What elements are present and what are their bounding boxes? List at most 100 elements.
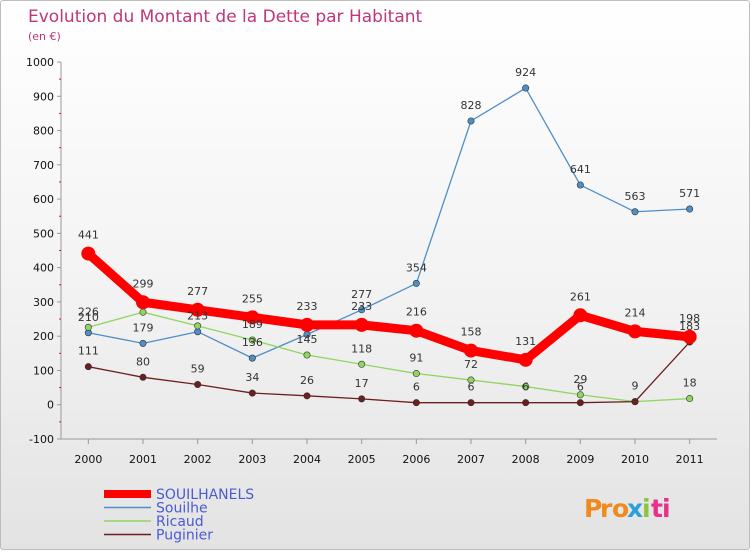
y-tick-label: 900 xyxy=(33,90,54,103)
data-label-ricaud: 226 xyxy=(78,305,99,318)
series-souilhe xyxy=(84,84,694,362)
x-tick-label: 2007 xyxy=(457,453,485,466)
series-line-souilhe xyxy=(87,87,691,359)
y-tick-label: 100 xyxy=(33,364,54,377)
data-label-ricaud: 72 xyxy=(464,358,478,371)
logo-letter: o xyxy=(612,494,629,523)
legend-label-ricaud: Ricaud xyxy=(156,514,204,530)
point-ricaud xyxy=(358,360,366,368)
data-label-ricaud: 118 xyxy=(351,342,372,355)
x-tick-label: 2006 xyxy=(402,453,430,466)
data-label-souilhe: 136 xyxy=(242,336,263,349)
y-tick-label: 0 xyxy=(47,399,54,412)
data-label-puginier: 6 xyxy=(522,381,529,394)
point-puginier xyxy=(248,389,256,397)
point-ricaud xyxy=(467,376,475,384)
point-souilhanels xyxy=(136,295,150,310)
x-tick-label: 2000 xyxy=(74,453,102,466)
point-puginier xyxy=(139,373,147,381)
logo-letter: P xyxy=(584,494,602,523)
legend-label-puginier: Puginier xyxy=(156,528,213,544)
point-puginier xyxy=(84,363,92,371)
point-puginier xyxy=(358,395,366,403)
logo-letter: i xyxy=(662,494,671,523)
point-souilhe xyxy=(576,181,584,189)
y-tick-label: 300 xyxy=(33,296,54,309)
point-souilhanels xyxy=(682,329,697,344)
data-label-puginier: 183 xyxy=(679,320,700,333)
point-souilhe xyxy=(248,354,256,362)
data-label-puginier: 6 xyxy=(577,381,584,394)
series-ricaud xyxy=(84,308,694,406)
y-tick-label: -100 xyxy=(29,433,54,446)
data-label-souilhanels: 131 xyxy=(515,335,536,348)
data-label-souilhanels: 299 xyxy=(133,277,154,290)
x-tick-label: 2011 xyxy=(676,453,704,466)
point-ricaud xyxy=(194,322,202,330)
point-ricaud xyxy=(248,336,256,344)
chart-subtitle: (en €) xyxy=(28,30,61,43)
series-souilhanels xyxy=(81,246,697,367)
data-label-souilhe: 571 xyxy=(679,187,700,200)
point-ricaud xyxy=(412,370,420,378)
data-label-souilhe: 277 xyxy=(351,288,372,301)
data-label-puginier: 9 xyxy=(632,380,639,393)
data-label-souilhe: 210 xyxy=(78,311,99,324)
logo-letter: i xyxy=(642,494,651,523)
data-label-souilhanels: 198 xyxy=(679,312,700,325)
data-label-ricaud: 91 xyxy=(409,352,423,365)
series-puginier xyxy=(84,338,694,407)
logo-letter: t xyxy=(651,494,663,523)
data-label-souilhe: 563 xyxy=(625,190,646,203)
point-ricaud xyxy=(522,383,530,391)
point-souilhanels xyxy=(628,324,642,339)
data-label-souilhanels: 233 xyxy=(351,300,372,313)
data-label-ricaud: 29 xyxy=(573,373,587,386)
data-label-souilhanels: 441 xyxy=(78,229,99,242)
point-souilhanels xyxy=(573,308,588,323)
x-tick-label: 2004 xyxy=(293,453,321,466)
point-souilhe xyxy=(139,339,147,347)
data-label-puginier: 6 xyxy=(468,381,475,394)
data-label-souilhanels: 214 xyxy=(625,306,646,319)
data-label-souilhanels: 261 xyxy=(570,290,591,303)
point-souilhe xyxy=(686,205,694,213)
point-souilhe xyxy=(412,279,420,287)
data-label-souilhe: 641 xyxy=(570,163,591,176)
point-ricaud xyxy=(84,323,92,331)
data-label-puginier: 6 xyxy=(413,381,420,394)
data-label-souilhe: 354 xyxy=(406,261,427,274)
point-souilhanels xyxy=(81,246,96,261)
point-puginier xyxy=(412,399,420,407)
data-label-ricaud: 18 xyxy=(683,377,697,390)
point-souilhanels xyxy=(518,352,533,367)
point-souilhe xyxy=(194,328,202,336)
data-label-souilhe: 924 xyxy=(515,66,536,79)
point-puginier xyxy=(631,398,639,406)
point-puginier xyxy=(194,381,202,389)
point-puginier xyxy=(522,399,530,407)
data-label-souilhe: 179 xyxy=(133,321,154,334)
point-souilhe xyxy=(522,84,530,92)
data-label-puginier: 17 xyxy=(355,377,369,390)
point-souilhanels xyxy=(190,302,205,317)
y-tick-label: 500 xyxy=(33,227,54,240)
data-label-souilhanels: 216 xyxy=(406,306,427,319)
x-tick-label: 2010 xyxy=(621,453,649,466)
data-label-souilhe: 213 xyxy=(187,310,208,323)
data-label-puginier: 59 xyxy=(191,363,205,376)
y-tick-label: 200 xyxy=(33,330,54,343)
data-label-souilhanels: 255 xyxy=(242,292,263,305)
point-souilhanels xyxy=(354,317,369,332)
x-tick-label: 2008 xyxy=(512,453,540,466)
x-tick-label: 2005 xyxy=(348,453,376,466)
x-tick-label: 2009 xyxy=(566,453,594,466)
proxiti-logo: Pr oxi t i xyxy=(584,494,671,523)
point-souilhanels xyxy=(300,317,314,332)
y-tick-label: 800 xyxy=(33,125,54,138)
point-souilhanels xyxy=(464,343,478,358)
point-souilhe xyxy=(631,208,639,216)
point-puginier xyxy=(576,399,584,407)
